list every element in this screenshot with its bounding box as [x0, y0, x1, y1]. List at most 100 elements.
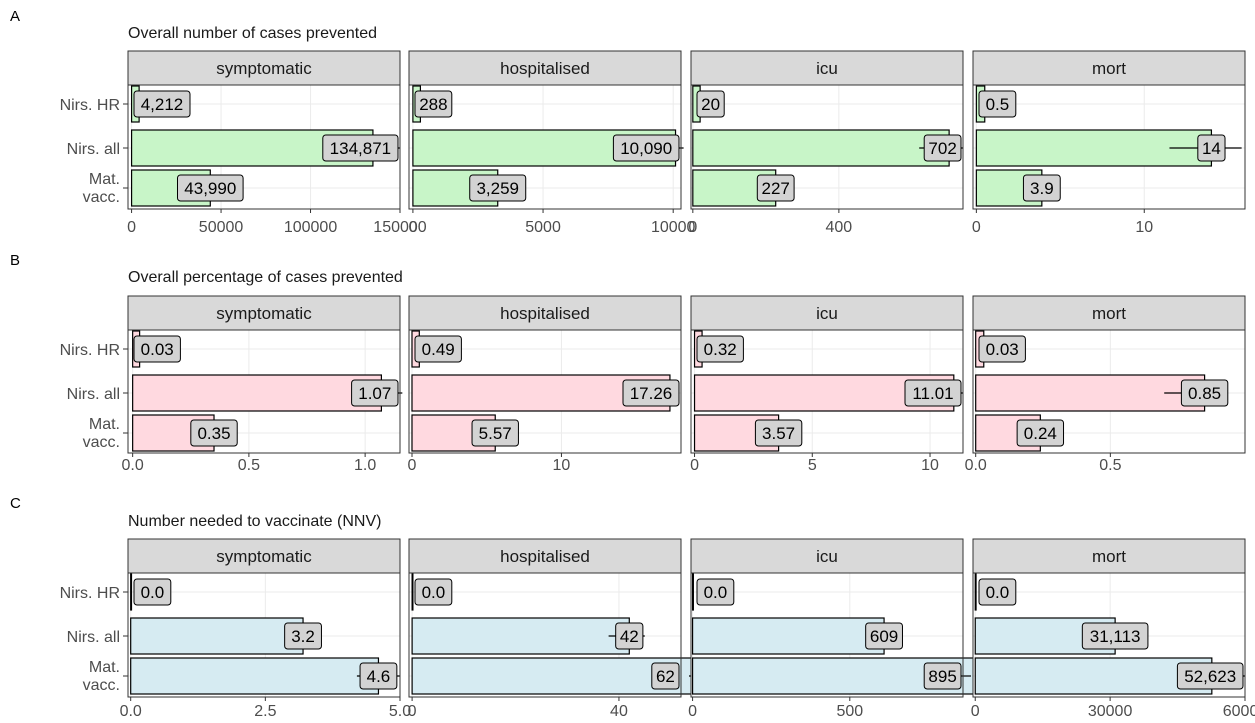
bar [974, 573, 977, 611]
facet-icu: icu 0.0 609 895 0 500 [688, 538, 975, 720]
facet-mort: mort 0.0 31,113 52,623 0 30000 60000 [971, 538, 1255, 720]
y-axis-label: vacc. [83, 434, 120, 451]
data-label: 14 [1202, 139, 1221, 158]
data-label: 288 [419, 95, 447, 114]
facet-strip [972, 50, 1246, 86]
y-axis-label: Mat. [89, 659, 120, 676]
facet-strip [127, 295, 401, 331]
x-tick-label: 5000 [525, 219, 561, 236]
bar [974, 657, 1213, 695]
facet-icu: icu 0.32 11.01 3.57 0 5 10 [690, 295, 964, 474]
x-tick-label: 10000 [651, 219, 696, 236]
data-label-box [469, 174, 527, 202]
facet-strip [972, 538, 1246, 574]
y-axis-label: Nirs. all [67, 141, 120, 158]
facet-strip-label: icu [816, 547, 838, 566]
x-tick-label: 0.0 [120, 703, 142, 720]
data-label-box [322, 134, 399, 162]
facet-strip-label: symptomatic [216, 547, 312, 566]
data-label-box [651, 662, 680, 690]
facet-symptomatic: symptomatic 0.03 1.07 0.35 0.0 0.5 1.0 [122, 295, 403, 474]
data-label: 20 [701, 95, 720, 114]
chart-section-c: C Number needed to vaccinate (NNV) Nirs. H… [10, 495, 1255, 720]
y-axis-label: vacc. [83, 189, 120, 206]
data-label: 0.5 [986, 95, 1010, 114]
facet-hospitalised: hospitalised 0.0 42 62 0 40 [408, 538, 734, 720]
data-label-box [923, 134, 962, 162]
x-tick-label: 2.5 [254, 703, 276, 720]
data-label-box [1081, 622, 1149, 650]
data-label: 0.85 [1188, 384, 1221, 403]
panel-border [127, 572, 401, 698]
data-label: 1.07 [358, 384, 391, 403]
facet-hospitalised: hospitalised 0.49 17.26 5.57 0 10 [408, 295, 682, 474]
x-tick-label: 50000 [199, 219, 244, 236]
data-label-box [923, 662, 962, 690]
data-label-box [615, 622, 644, 650]
data-label: 0.03 [986, 340, 1019, 359]
panel-border [972, 84, 1246, 210]
panel-border [408, 329, 682, 454]
y-axis-label: Nirs. all [67, 629, 120, 646]
y-axis-label: Nirs. HR [60, 342, 120, 359]
data-label: 0.35 [197, 424, 230, 443]
x-tick-label: 0.5 [238, 457, 260, 474]
panel-letter: B [10, 252, 20, 269]
data-label-box [696, 335, 744, 363]
data-label-box [414, 578, 453, 606]
facet-strip-label: mort [1092, 304, 1126, 323]
x-tick-label: 10 [1135, 219, 1153, 236]
data-label-box [865, 622, 903, 650]
chart-section-b: B Overall percentage of cases prevented Ni… [10, 252, 1246, 474]
data-label-box [1197, 134, 1226, 162]
data-label: 17.26 [630, 384, 673, 403]
panel-border [127, 329, 401, 454]
panel-border [690, 329, 964, 454]
panel-border [408, 572, 682, 698]
x-tick-label: 500 [836, 703, 863, 720]
data-label: 62 [656, 667, 675, 686]
facet-symptomatic: symptomatic 4,212 134,871 43,990 0 50000 10000… [127, 50, 427, 236]
facet-strip [972, 295, 1246, 331]
x-tick-label: 0 [408, 457, 417, 474]
x-tick-label: 0 [688, 703, 697, 720]
facet-strip-label: symptomatic [216, 59, 312, 78]
data-label-box [1176, 662, 1244, 690]
facet-strip-label: icu [816, 59, 838, 78]
data-label-box [978, 335, 1026, 363]
y-axis-label: vacc. [83, 677, 120, 694]
data-label: 5.57 [479, 424, 512, 443]
bar [691, 573, 694, 611]
bar [411, 657, 734, 695]
bar [692, 129, 950, 167]
x-tick-label: 0 [971, 703, 980, 720]
y-axis-label: Nirs. HR [60, 97, 120, 114]
panel-border [690, 572, 964, 698]
facet-strip [690, 538, 964, 574]
panel-border [690, 84, 964, 210]
y-axis-label: Mat. [89, 416, 120, 433]
chart-section-a: A Overall number of cases prevented Nirs. … [10, 8, 1246, 236]
x-tick-label: 0 [408, 703, 417, 720]
data-label: 0.0 [704, 583, 728, 602]
panel-border [127, 84, 401, 210]
facet-strip-label: mort [1092, 59, 1126, 78]
bar [130, 617, 304, 655]
facet-strip-label: hospitalised [500, 304, 590, 323]
y-axis-label: Nirs. all [67, 386, 120, 403]
bar [132, 374, 383, 412]
y-axis-label: Mat. [89, 171, 120, 188]
data-label-box [133, 335, 181, 363]
data-label: 4.6 [367, 667, 391, 686]
x-tick-label: 400 [826, 219, 853, 236]
facet-icu: icu 20 702 227 0 400 [688, 50, 964, 236]
x-tick-label: 100000 [284, 219, 337, 236]
data-label-box [622, 379, 680, 407]
x-tick-label: 0.0 [965, 457, 987, 474]
facet-strip [408, 295, 682, 331]
data-label-box [133, 578, 172, 606]
data-label: 3.57 [762, 424, 795, 443]
data-label-box [414, 90, 453, 118]
facet-hospitalised: hospitalised 288 10,090 3,259 0 5000 10000 [408, 50, 696, 236]
